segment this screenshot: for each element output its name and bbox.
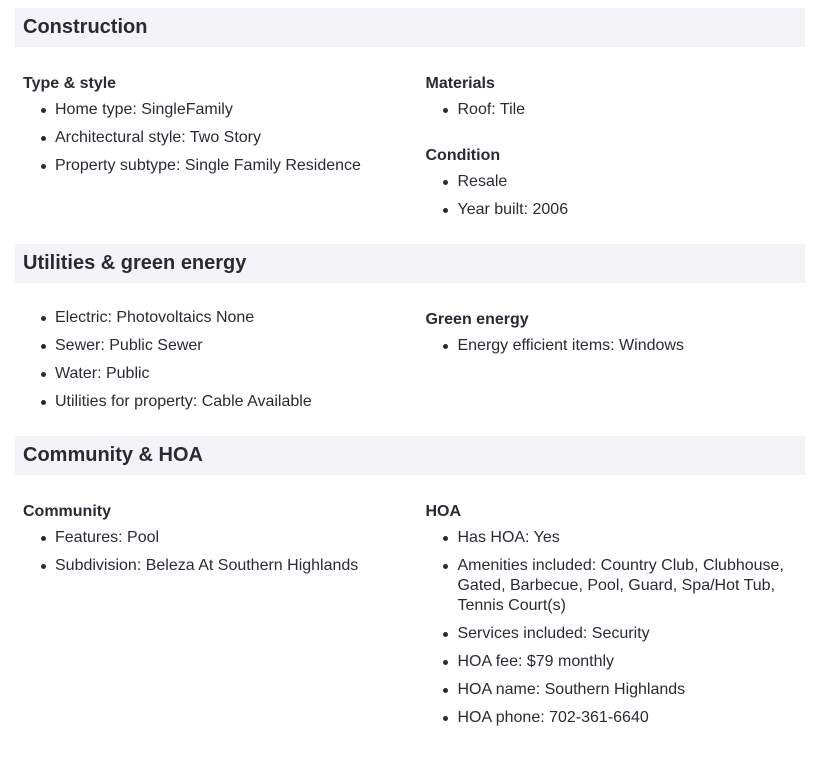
type-style-list: Home type: SingleFamily Architectural st… [23,100,425,176]
subheading: Condition [425,147,501,164]
materials-list: Roof: Tile [425,100,805,120]
list-item: Year built: 2006 [443,200,802,220]
section-title: Community & HOA [15,436,805,475]
community-section: Community & HOA Community Features: Pool… [15,436,805,728]
subheading: Type & style [23,75,117,92]
list-item: Services included: Security [443,624,802,644]
list-item: Electric: Photovoltaics None [40,308,425,328]
list-item: Resale [443,172,802,192]
utilities-section: Utilities & green energy Electric: Photo… [15,244,805,412]
list-item: Roof: Tile [443,100,802,120]
list-item: Energy efficient items: Windows [443,336,802,356]
subheading: Green energy [425,311,529,328]
subheading: HOA [425,503,462,520]
list-item: HOA name: Southern Highlands [443,680,802,700]
condition-list: Resale Year built: 2006 [425,172,805,220]
list-item: Water: Public [40,364,425,384]
list-item: Has HOA: Yes [443,528,802,548]
utilities-list: Electric: Photovoltaics None Sewer: Publ… [23,308,425,412]
list-item: Home type: SingleFamily [40,100,425,120]
list-item: Utilities for property: Cable Available [40,392,425,412]
list-item: Subdivision: Beleza At Southern Highland… [40,556,425,576]
section-title: Construction [15,8,805,47]
green-energy-list: Energy efficient items: Windows [425,336,805,356]
list-item: HOA fee: $79 monthly [443,652,802,672]
subheading: Materials [425,75,495,92]
list-item: Property subtype: Single Family Residenc… [40,156,425,176]
list-item: Sewer: Public Sewer [40,336,425,356]
section-title: Utilities & green energy [15,244,805,283]
construction-section: Construction Type & style Home type: Sin… [15,8,805,220]
subheading: Community [23,503,111,520]
list-item: Amenities included: Country Club, Clubho… [443,556,802,616]
hoa-list: Has HOA: Yes Amenities included: Country… [425,528,805,728]
list-item: Architectural style: Two Story [40,128,425,148]
community-list: Features: Pool Subdivision: Beleza At So… [23,528,425,576]
list-item: Features: Pool [40,528,425,548]
list-item: HOA phone: 702-361-6640 [443,708,802,728]
